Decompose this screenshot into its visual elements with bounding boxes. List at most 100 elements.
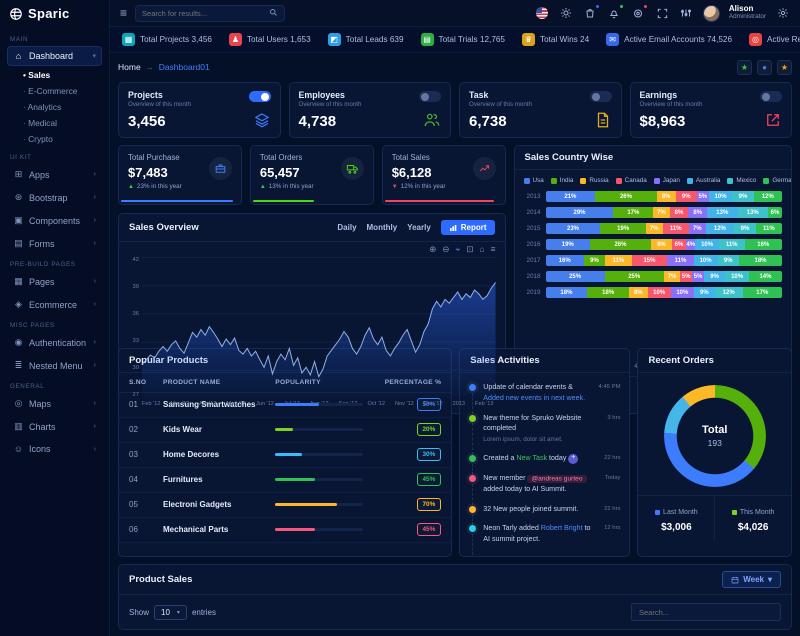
brand-logo[interactable]: Sparic — [0, 0, 109, 27]
legend-entry[interactable]: Japan — [653, 177, 680, 184]
document-icon — [594, 111, 612, 129]
sidebar-subitem[interactable]: Medical — [23, 115, 102, 131]
sales-activities-panel: Sales Activities Update of calendar even… — [459, 347, 631, 557]
stats-ribbon: ▦ Total Projects 3,456 ♟ Total Users 1,6… — [110, 27, 800, 53]
ring-icon[interactable] — [631, 3, 648, 21]
breadcrumb: Home → Dashboard01 — [118, 62, 210, 72]
stat-card-toggle[interactable] — [248, 91, 271, 102]
sidebar-item[interactable]: ⊞ Apps › — [7, 164, 102, 185]
sidebar-subitem[interactable]: E-Commerce — [23, 83, 102, 99]
sidebar-item[interactable]: ▥ Charts › — [7, 416, 102, 437]
legend-entry[interactable]: Canada — [615, 177, 647, 184]
sidebar-item[interactable]: ⊛ Bootstrap › — [7, 187, 102, 208]
ribbon-stat[interactable]: ♛ Total Wins 24 — [521, 33, 590, 46]
legend-entry[interactable]: Russia — [580, 177, 609, 184]
x-tick: Apr '12 — [198, 401, 217, 408]
sidebar-item[interactable]: ☺ Icons › — [7, 439, 102, 459]
country-bar-segment: 4% — [686, 239, 696, 250]
sales-overview-plot[interactable] — [142, 257, 496, 399]
country-stacked-bar[interactable]: 25% 25% 7% 5% 5% — [545, 271, 782, 282]
sidebar-item[interactable]: ▤ Forms › — [7, 233, 102, 254]
ribbon-stat-value: 24 — [580, 35, 590, 44]
country-stacked-bar[interactable]: 29% 17% 7% 8% 8% — [545, 207, 782, 218]
sales-overview-tab[interactable]: Daily — [337, 223, 357, 232]
sidebar-item[interactable]: ▦ Pages › — [7, 271, 102, 292]
legend-entry[interactable]: Usa — [523, 177, 544, 184]
sidebar-item[interactable]: ◎ Maps › — [7, 393, 102, 414]
hamburger-menu-icon[interactable]: ≡ — [120, 6, 128, 20]
country-year-label: 2016 — [526, 241, 541, 248]
legend-entry[interactable]: Mexico — [727, 177, 756, 184]
us-flag-icon[interactable] — [535, 6, 550, 21]
activity-item[interactable]: New theme for Spruko Website completed L… — [469, 408, 620, 455]
search-icon[interactable] — [269, 4, 278, 22]
y-tick: 33 — [132, 338, 139, 345]
sales-overview-tab[interactable]: Monthly — [366, 223, 398, 232]
page-size-select[interactable]: 10 ▾ — [154, 604, 187, 620]
sliders-icon[interactable] — [679, 6, 694, 21]
activity-item[interactable]: 32 New people joined summit. 22 hrs — [469, 499, 620, 525]
sidebar-item[interactable]: ≣ Nested Menu › — [7, 355, 102, 376]
legend-entry[interactable]: Germany — [763, 177, 791, 184]
legend-entry[interactable]: Australia — [686, 177, 720, 184]
user-meta[interactable]: Alison Administrator — [729, 4, 766, 21]
pan-icon[interactable]: ⊡ — [466, 244, 474, 254]
settings-gear-icon[interactable] — [775, 6, 790, 21]
ribbon-stat[interactable]: ✉ Active Email Accounts 74,526 — [606, 33, 732, 46]
sidebar-subitem[interactable]: Analytics — [23, 99, 102, 115]
stat-card-toggle[interactable] — [589, 91, 612, 102]
sales-overview-tab[interactable]: Yearly — [407, 223, 431, 232]
trend-arrow-icon: ▲ — [128, 183, 134, 190]
table-search-input[interactable] — [631, 603, 781, 621]
sidebar-item[interactable]: ◈ Ecommerce › — [7, 294, 102, 315]
activity-item[interactable]: New member @andreas gurteo added today t… — [469, 469, 620, 505]
fullscreen-icon[interactable] — [655, 6, 670, 21]
ribbon-stat[interactable]: ▦ Total Projects 3,456 — [122, 33, 212, 46]
country-stacked-bar[interactable]: 16% 9% 11% 15% 11% — [545, 255, 782, 266]
quick-action-button[interactable]: ★ — [737, 59, 752, 75]
global-search-input[interactable] — [142, 8, 266, 18]
activity-item[interactable]: Neon Tarly added Robert Bright to AI sum… — [469, 519, 620, 556]
stat-card-toggle[interactable] — [419, 91, 441, 102]
bell-icon[interactable] — [607, 3, 624, 21]
shopping-bag-icon[interactable] — [583, 3, 600, 21]
selection-zoom-icon[interactable]: ⌖ — [455, 244, 461, 254]
breadcrumb-current-link[interactable]: Dashboard01 — [158, 62, 210, 72]
activity-item[interactable]: Created a New Task today + 22 hrs — [469, 449, 620, 475]
country-stacked-bar[interactable]: 18% 18% 8% 10% 10% — [545, 287, 782, 298]
stat-card-toggle[interactable] — [760, 91, 782, 102]
sidebar-item[interactable]: ▣ Components › — [7, 210, 102, 231]
orders-legend-value: $4,026 — [737, 521, 769, 533]
sidebar-item-icon: ▤ — [14, 238, 23, 248]
sidebar-subitem[interactable]: Crypto — [23, 131, 102, 147]
zoom-in-icon[interactable]: ⊕ — [429, 244, 437, 254]
report-button[interactable]: Report — [440, 220, 495, 235]
bag-badge — [594, 3, 600, 9]
menu-icon[interactable]: ≡ — [490, 244, 496, 254]
sidebar-subitem[interactable]: Sales — [23, 67, 102, 83]
breadcrumb-home-link[interactable]: Home — [118, 62, 141, 72]
sidebar-item-label: Dashboard — [29, 51, 74, 61]
mini-card-title: Total Orders — [259, 153, 303, 162]
ribbon-stat[interactable]: ◩ Total Leads 639 — [327, 33, 404, 46]
sidebar-item[interactable]: ◉ Authentication › — [7, 332, 102, 353]
quick-action-button[interactable]: ● — [757, 59, 772, 75]
zoom-out-icon[interactable]: ⊖ — [442, 244, 450, 254]
week-dropdown-button[interactable]: Week ▾ — [722, 571, 781, 588]
quick-action-button[interactable]: ★ — [777, 59, 792, 75]
theme-sun-icon[interactable] — [559, 6, 574, 21]
sidebar-item[interactable]: ⌂ Dashboard ▾ — [7, 46, 102, 66]
ribbon-stat[interactable]: ♟ Total Users 1,653 — [228, 33, 311, 46]
orders-donut-chart[interactable]: Total 193 — [638, 373, 791, 495]
country-stacked-bar[interactable]: 19% 26% 9% 6% 4% — [545, 239, 782, 250]
user-avatar[interactable] — [702, 4, 720, 22]
activity-item[interactable]: Update of calendar events & Added new ev… — [469, 378, 620, 415]
legend-entry[interactable]: India — [550, 177, 573, 184]
country-stacked-bar[interactable]: 23% 19% 7% 11% 7% — [545, 223, 782, 234]
country-bar-segment: 10% — [708, 191, 733, 202]
ribbon-stat[interactable]: ◎ Active Requests 14,526 — [749, 33, 800, 46]
reset-home-icon[interactable]: ⌂ — [479, 244, 485, 254]
table-row: 04 Furnitures 45% — [119, 468, 452, 493]
country-stacked-bar[interactable]: 21% 26% 8% 9% 5% — [545, 191, 782, 202]
ribbon-stat[interactable]: ▤ Total Trials 12,765 — [420, 33, 505, 46]
